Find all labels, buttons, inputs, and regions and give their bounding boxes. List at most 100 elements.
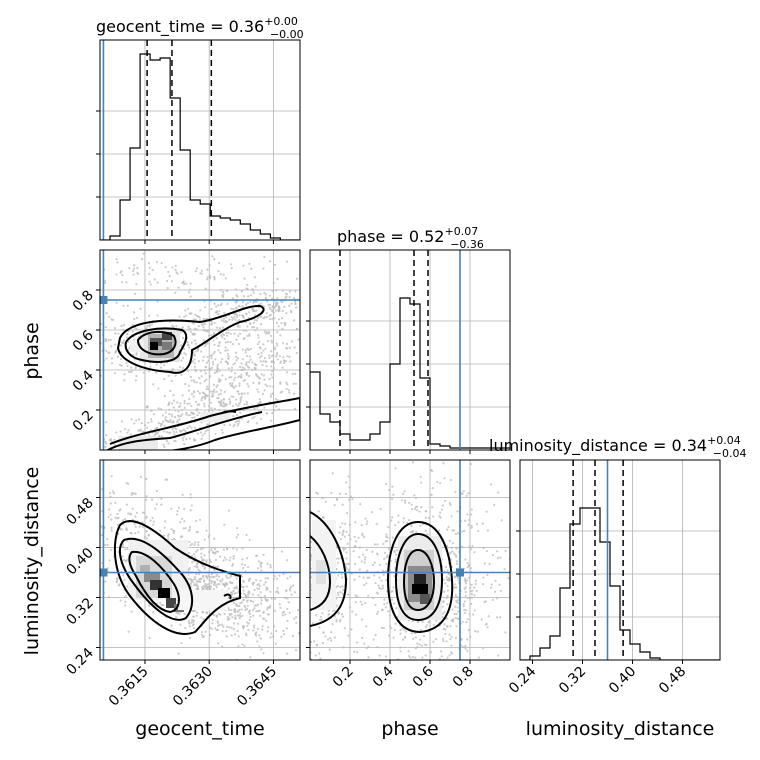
sample-point [371, 596, 375, 600]
sample-point [253, 300, 256, 303]
sample-point [145, 406, 148, 409]
sample-point [246, 392, 249, 395]
sample-point [271, 309, 274, 312]
sample-point [361, 636, 364, 639]
sample-point [270, 393, 273, 396]
sample-point [200, 556, 203, 559]
sample-point [228, 376, 231, 379]
y-tick-label: 0.32 [63, 595, 96, 628]
sample-point [260, 599, 263, 602]
sample-point [454, 554, 457, 557]
sample-point [193, 541, 197, 544]
sample-point [455, 555, 458, 558]
sample-point [170, 413, 173, 416]
histogram-step [310, 297, 510, 450]
sample-point [273, 609, 277, 612]
sample-point [457, 617, 460, 620]
sample-point [240, 575, 244, 578]
sample-point [133, 422, 136, 425]
sample-point [466, 618, 470, 621]
sample-point [189, 509, 192, 512]
sample-point [485, 550, 489, 553]
sample-point [105, 421, 108, 424]
sample-point [230, 376, 233, 379]
sample-point [242, 598, 245, 602]
sample-point [224, 360, 227, 363]
sample-point [228, 423, 232, 426]
sample-point [399, 632, 402, 635]
sample-point [191, 554, 194, 557]
sample-point [245, 596, 248, 599]
sample-point [324, 683, 326, 685]
contour-line [116, 304, 265, 374]
ylabel-phase: phase [21, 322, 43, 379]
sample-point [246, 325, 249, 328]
sample-point [260, 355, 263, 358]
sample-point [485, 622, 488, 626]
sample-point [107, 515, 110, 519]
sample-point [156, 281, 159, 284]
sample-point [289, 587, 292, 590]
sample-point [205, 561, 208, 564]
sample-point [274, 597, 277, 600]
sample-point [194, 370, 198, 373]
sample-point [486, 626, 489, 629]
sample-point [197, 568, 200, 571]
sample-point [208, 558, 212, 562]
sample-point [431, 486, 434, 490]
sample-point [238, 382, 241, 385]
sample-point [235, 548, 238, 551]
sample-point [351, 610, 354, 613]
sample-point [210, 322, 213, 326]
sample-point [259, 596, 262, 599]
sample-point [241, 417, 244, 420]
sample-point [87, 485, 89, 487]
sample-point [91, 448, 93, 450]
sample-point [198, 318, 202, 322]
sample-point [209, 390, 212, 393]
sample-point [280, 550, 284, 553]
sample-point [352, 586, 354, 588]
sample-point [251, 361, 254, 364]
sample-point [341, 522, 344, 525]
sample-point [341, 615, 345, 618]
sample-point [196, 548, 199, 552]
sample-point [137, 272, 140, 275]
sample-point [206, 588, 209, 591]
sample-point [194, 439, 197, 442]
sample-point [157, 421, 160, 425]
sample-point [36, 458, 38, 460]
sample-point [125, 281, 128, 284]
sample-point [145, 537, 149, 540]
panel-frame [99, 459, 301, 661]
sample-point [121, 545, 125, 549]
sample-point [168, 275, 171, 278]
sample-point [143, 511, 146, 514]
sample-point [70, 459, 72, 461]
sample-point [471, 544, 474, 548]
sample-point [447, 525, 450, 529]
sample-point [146, 324, 149, 328]
sample-point [255, 363, 258, 367]
sample-point [159, 408, 163, 411]
sample-point [241, 547, 244, 550]
sample-point [422, 661, 424, 663]
sample-point [228, 559, 231, 562]
sample-point [148, 636, 151, 640]
sample-point [319, 667, 321, 669]
sample-point [223, 311, 226, 314]
sample-point [276, 277, 279, 281]
sample-point [263, 378, 266, 381]
sample-point [279, 361, 282, 364]
sample-point [335, 381, 337, 383]
sample-point [242, 264, 245, 267]
sample-point [196, 562, 199, 565]
sample-point [165, 431, 169, 434]
sample-point [246, 382, 249, 386]
sample-point [96, 323, 98, 325]
sample-point [270, 350, 273, 353]
sample-point [96, 464, 98, 466]
sample-point [446, 569, 449, 572]
density-cell [150, 580, 162, 590]
sample-point [218, 369, 221, 372]
